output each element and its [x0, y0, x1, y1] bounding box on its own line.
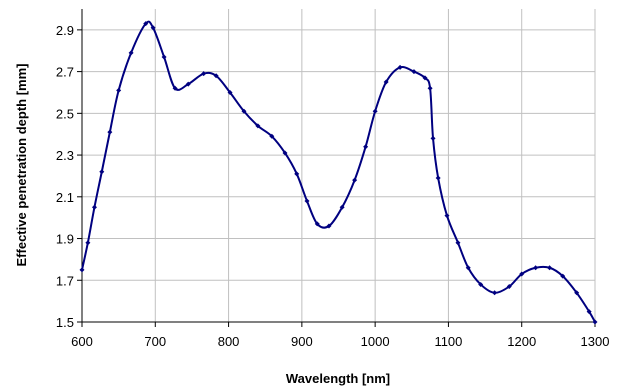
data-point: [422, 75, 428, 81]
x-tick-label: 1000: [361, 334, 390, 349]
data-point: [465, 265, 471, 271]
data-point: [533, 265, 539, 271]
x-tick-label: 600: [71, 334, 93, 349]
data-line: [81, 20, 596, 323]
x-tick-label: 900: [291, 334, 313, 349]
data-point: [444, 213, 450, 219]
y-tick-label: 2.7: [56, 65, 74, 80]
y-axis-title: Effective penetration depth [mm]: [14, 64, 29, 267]
data-point: [383, 79, 389, 85]
y-tick-label: 2.5: [56, 106, 74, 121]
data-point: [294, 171, 300, 177]
data-point: [304, 198, 310, 204]
data-point: [506, 284, 512, 290]
data-point: [411, 69, 417, 75]
data-point: [227, 89, 233, 95]
data-point: [282, 150, 288, 156]
data-point: [79, 267, 85, 273]
data-point: [519, 271, 525, 277]
data-point: [128, 50, 134, 56]
data-point: [492, 290, 498, 296]
data-point: [150, 25, 156, 31]
data-point: [430, 135, 436, 141]
x-tick-label: 1100: [434, 334, 462, 349]
data-point: [143, 21, 149, 27]
x-tick-label: 800: [218, 334, 240, 349]
data-point: [352, 177, 358, 183]
data-point: [574, 290, 580, 296]
data-point: [91, 204, 97, 210]
x-tick-label: 1300: [581, 334, 610, 349]
data-point: [99, 169, 105, 175]
data-point: [592, 319, 598, 325]
data-point: [326, 223, 332, 229]
data-point: [586, 309, 592, 315]
data-point: [314, 221, 320, 227]
x-tick-label: 1200: [507, 334, 536, 349]
data-point: [339, 204, 345, 210]
data-point: [107, 129, 113, 135]
data-point: [372, 108, 378, 114]
data-point: [363, 144, 369, 150]
data-point: [201, 71, 207, 77]
data-point: [161, 54, 167, 60]
data-point: [435, 175, 441, 181]
data-point: [255, 123, 261, 129]
data-point: [213, 73, 219, 79]
y-tick-label: 1.5: [56, 315, 74, 330]
data-point: [478, 281, 484, 287]
x-tick-label: 700: [144, 334, 166, 349]
y-tick-label: 1.7: [56, 273, 74, 288]
y-tick-label: 2.9: [56, 23, 74, 38]
data-point: [85, 240, 91, 246]
x-axis-title: Wavelength [nm]: [286, 371, 390, 386]
data-point: [560, 273, 566, 279]
data-point: [269, 133, 275, 139]
data-point: [397, 64, 403, 70]
data-point: [547, 265, 553, 271]
y-tick-label: 2.3: [56, 148, 74, 163]
y-tick-label: 2.1: [56, 190, 74, 205]
data-point: [185, 81, 191, 87]
data-point: [241, 108, 247, 114]
y-tick-label: 1.9: [56, 232, 74, 247]
data-point: [455, 240, 461, 246]
data-point: [172, 85, 178, 91]
data-point: [116, 87, 122, 93]
data-point: [427, 85, 433, 91]
